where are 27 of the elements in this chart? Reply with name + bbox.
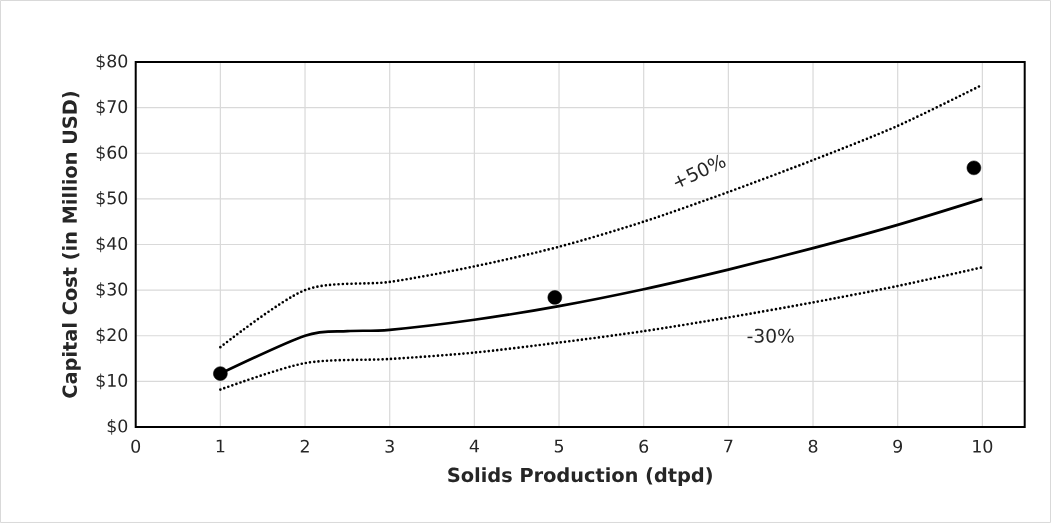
x-tick-label: 4 [469,439,479,453]
y-tick-label: $30 [96,282,128,298]
point [547,290,563,305]
x-tick-label: 8 [808,439,818,453]
x-tick-label: 5 [554,439,564,453]
x-tick-label: 2 [300,439,309,453]
y-tick-label: $50 [96,191,128,207]
y-tick-label: $70 [96,99,128,116]
y-tick-label: $80 [96,54,128,70]
y-tick-label: $10 [96,373,128,390]
y-axis-title: Capital Cost (in Million USD) [62,91,81,398]
x-tick-label: 9 [893,439,902,453]
line-series [219,265,984,391]
x-tick-label: 3 [385,439,394,453]
y-tick-label: $20 [96,327,128,344]
x-tick-label: 6 [639,439,649,453]
x-axis-title: Solids Production (dtpd) [448,467,712,486]
x-tick-label: 1 [216,439,225,453]
point [966,160,982,176]
x-tick-label: 0 [131,439,141,453]
y-tick-label: $60 [96,145,128,162]
x-tick-label: 10 [973,439,993,453]
annotation: -30% [747,328,794,343]
y-tick-label: $40 [96,236,128,253]
point [213,366,228,381]
x-tick-label: 7 [724,439,733,453]
y-tick-label: $0 [107,419,128,435]
